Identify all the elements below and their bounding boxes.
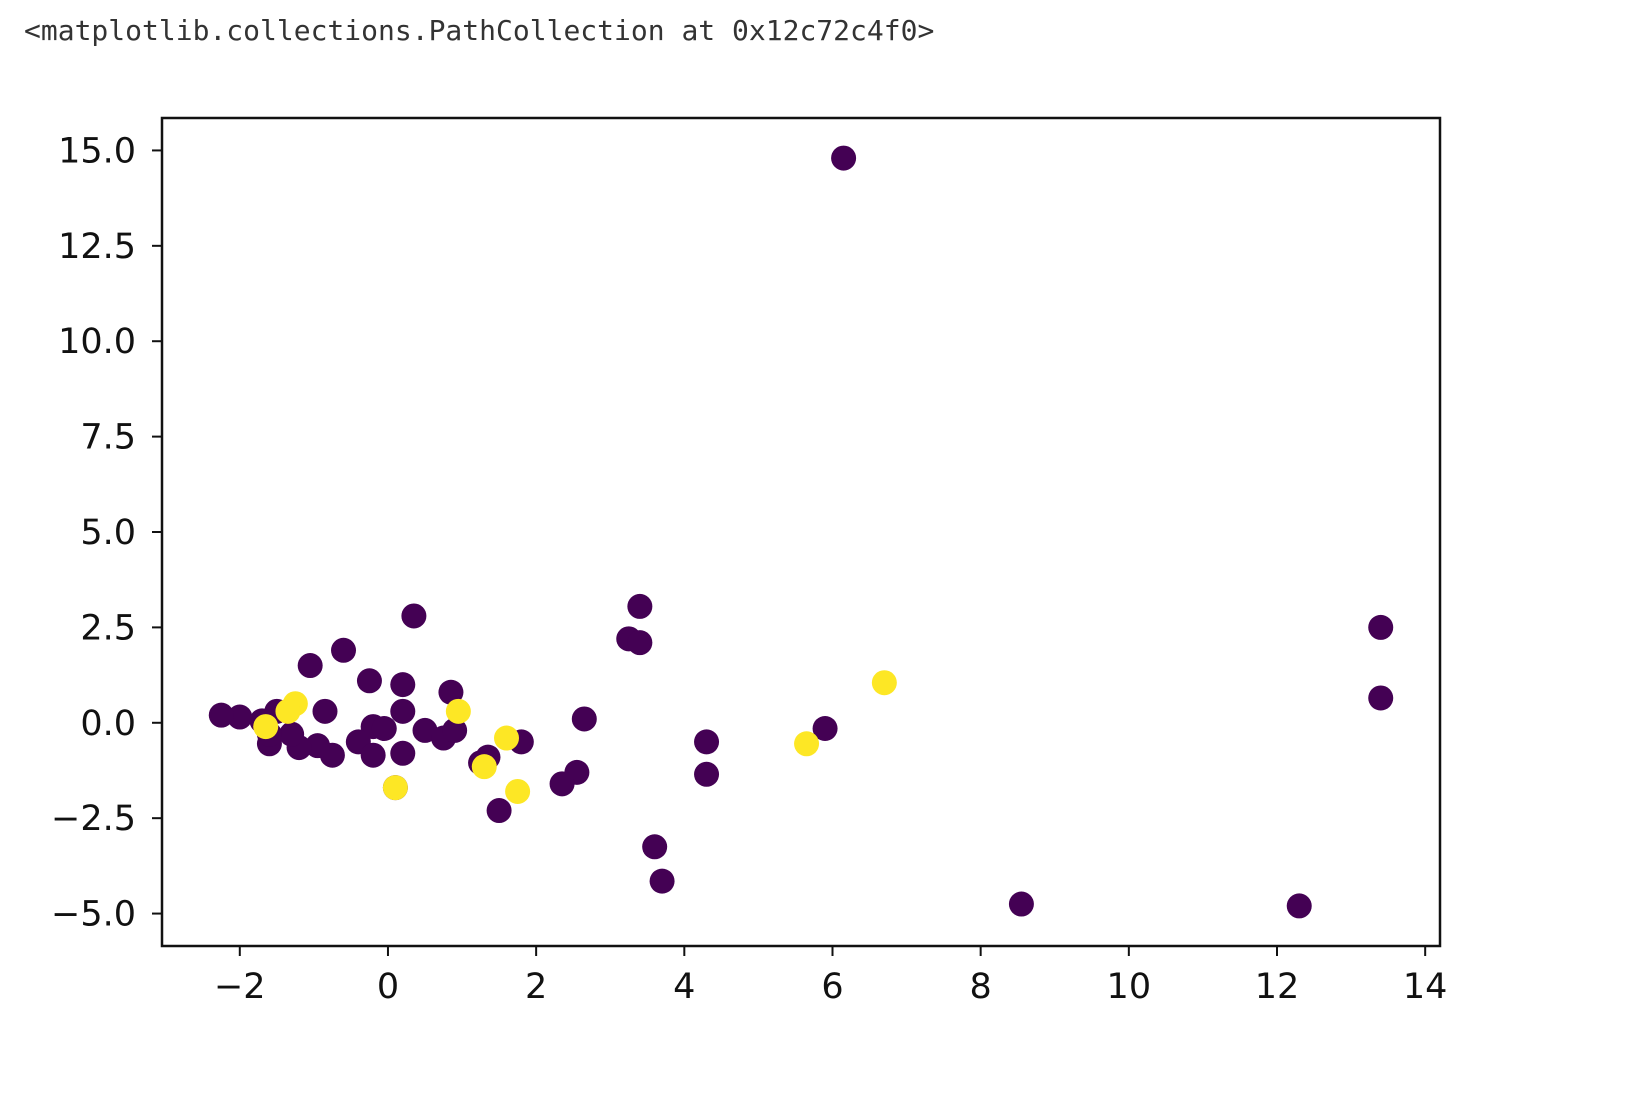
scatter-point <box>356 668 382 694</box>
y-tick-label: 10.0 <box>58 322 136 362</box>
scatter-point <box>312 698 338 724</box>
x-tick-label: 2 <box>525 967 547 1007</box>
scatter-points <box>208 145 1394 919</box>
scatter-point <box>445 698 471 724</box>
y-tick-label: 2.5 <box>80 608 136 648</box>
plot-frame <box>160 116 1442 948</box>
scatter-point <box>571 706 597 732</box>
scatter-point <box>331 637 357 663</box>
x-tick-label: 8 <box>970 967 992 1007</box>
y-tick-label: −2.5 <box>51 799 136 839</box>
y-axis: −5.0 −2.5 0.0 2.5 5.0 7.5 10.0 12.5 15.0 <box>51 131 162 935</box>
scatter-point <box>627 593 653 619</box>
scatter-point <box>471 754 497 780</box>
scatter-point <box>627 630 653 656</box>
scatter-point <box>227 704 253 730</box>
x-tick-label: 14 <box>1403 967 1448 1007</box>
scatter-point <box>253 714 279 740</box>
scatter-point <box>401 603 427 629</box>
x-axis: −2 0 2 4 6 8 10 12 14 <box>214 946 1447 1007</box>
y-tick-label: 5.0 <box>80 513 136 553</box>
scatter-point <box>812 716 838 742</box>
scatter-point <box>649 868 675 894</box>
scatter-point <box>305 733 331 759</box>
scatter-point <box>360 742 386 768</box>
scatter-point <box>438 679 464 705</box>
x-tick-label: 4 <box>673 967 695 1007</box>
scatter-point <box>1368 614 1394 640</box>
scatter-point <box>279 721 305 747</box>
scatter-point <box>505 778 531 804</box>
scatter-point <box>390 698 416 724</box>
x-tick-label: 10 <box>1107 967 1152 1007</box>
scatter-point <box>486 798 512 824</box>
scatter-point <box>390 740 416 766</box>
scatter-point <box>831 145 857 171</box>
x-tick-label: 0 <box>377 967 399 1007</box>
scatter-point <box>871 670 897 696</box>
scatter-point <box>794 731 820 757</box>
y-tick-label: 12.5 <box>58 227 136 267</box>
scatter-point <box>382 775 408 801</box>
y-tick-label: 15.0 <box>58 131 136 171</box>
scatter-point <box>275 698 301 724</box>
scatter-point <box>442 717 468 743</box>
scatter-point <box>1008 891 1034 917</box>
scatter-point <box>642 834 668 860</box>
scatter-point <box>208 702 234 728</box>
cell-output-text: <matplotlib.collections.PathCollection a… <box>24 14 935 47</box>
scatter-point <box>297 653 323 679</box>
scatter-point <box>694 761 720 787</box>
scatter-point <box>694 729 720 755</box>
y-tick-label: −5.0 <box>51 895 136 935</box>
x-tick-label: 12 <box>1255 967 1300 1007</box>
scatter-point <box>1286 893 1312 919</box>
y-tick-label: 7.5 <box>80 418 136 458</box>
x-tick-label: 6 <box>821 967 843 1007</box>
scatter-point <box>494 725 520 751</box>
scatter-point <box>549 771 575 797</box>
scatter-point <box>371 716 397 742</box>
scatter-point <box>390 672 416 698</box>
x-tick-label: −2 <box>214 967 266 1007</box>
scatter-point <box>1368 685 1394 711</box>
y-tick-label: 0.0 <box>80 704 136 744</box>
